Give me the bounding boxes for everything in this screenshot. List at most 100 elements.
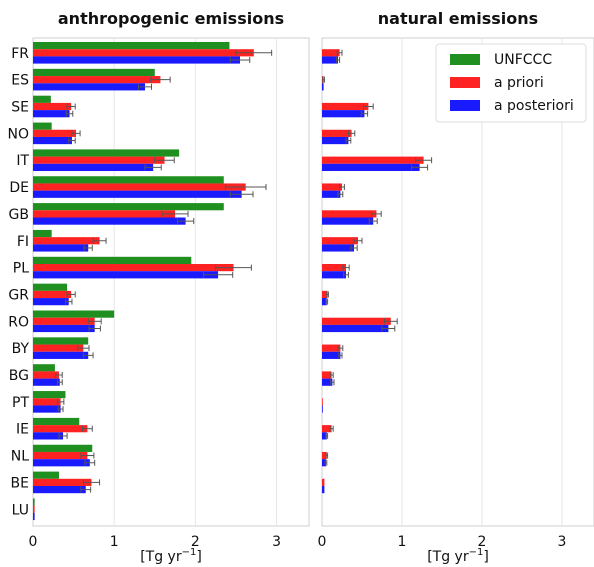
panel1-bar-GB-UNFCCC [33,203,224,211]
panel2-bar-BE-a-priori [322,478,325,486]
panel1-xtick-label-2: 2 [191,534,200,550]
panel2-title: natural emissions [378,9,538,28]
panel1-bar-RO-a-priori [33,317,95,325]
panel1-bar-IE-UNFCCC [33,417,80,426]
legend-swatch-a-posteriori [450,100,480,111]
panel1-bar-GR-UNFCCC [33,283,68,291]
legend-label-UNFCCC: UNFCCC [494,52,552,68]
panel1-bar-DE-UNFCCC [33,176,224,184]
panel2-bar-SE-a-priori [322,102,369,111]
panel1-xlabel: [Tg yr−1] [140,547,202,565]
panel2-bar-RO-a-posteriori [322,324,389,333]
panel2-xtick-label-0: 0 [318,534,327,550]
panel1-bar-BY-UNFCCC [33,337,89,345]
legend-label-a-priori: a priori [494,75,544,91]
panel1-bar-LU-a-posteriori [33,512,35,521]
panel2-bar-BY-a-posteriori [322,351,341,359]
panel1-bar-NO-UNFCCC [33,122,52,130]
panel2-bar-GB-a-priori [322,210,377,218]
panel2-bar-BG-a-posteriori [322,378,333,386]
panel1-bar-NL-a-posteriori [33,459,90,467]
panel1-bar-IE-a-posteriori [33,432,64,440]
panel1-title: anthropogenic emissions [58,9,284,28]
panel1-bar-FI-UNFCCC [33,229,52,238]
panel1-bar-PT-a-priori [33,398,61,406]
panel2-bar-NO-a-priori [322,129,352,137]
ytick-label-LU: LU [12,502,29,518]
panel2-xtick-label-1: 1 [398,534,407,550]
panel1-bar-DE-a-priori [33,183,246,191]
panel1-bar-GR-a-priori [33,290,72,299]
panel2-bar-FR-a-priori [322,49,340,57]
panel1-bar-PL-UNFCCC [33,256,192,264]
panel1-bar-GR-a-posteriori [33,298,69,306]
ytick-label-BY: BY [12,341,30,357]
ytick-label-BG: BG [9,368,29,384]
panel1-bar-IT-a-posteriori [33,163,154,171]
panel1-bar-IT-a-priori [33,156,165,164]
panel1-frame [32,37,310,527]
panel2-bar-DE-a-posteriori [322,190,341,198]
panel2-bar-ES-a-posteriori [322,83,324,91]
panel1-bar-LU-a-priori [33,505,35,513]
panel2-bar-FI-a-posteriori [322,244,354,252]
panel1-bar-SE-a-posteriori [33,110,70,118]
ytick-label-PL: PL [13,261,29,277]
panel2-xlabel: [Tg yr−1] [427,547,489,565]
panel1-bar-FR-a-posteriori [33,56,240,64]
panel2-bar-IT-a-posteriori [322,163,420,171]
panel1-bar-BG-a-priori [33,371,59,379]
panel1-bar-NL-a-priori [33,451,88,460]
panel2-bar-SE-a-posteriori [322,110,365,118]
panel2-bar-PT-a-posteriori [322,405,323,413]
panel2-bar-IE-a-priori [322,425,332,433]
panel1-bar-GB-a-priori [33,210,176,218]
panel2-bar-PT-a-priori [322,398,323,406]
panel1-bar-LU-UNFCCC [33,498,35,506]
panel1-bar-FR-UNFCCC [33,42,230,50]
ytick-label-NO: NO [8,126,30,142]
panel2-frame [321,37,594,527]
ytick-label-RO: RO [8,314,29,330]
panel2-bar-IT-a-priori [322,156,424,164]
panel1-bar-PT-UNFCCC [33,391,66,399]
panel1-bar-NO-a-posteriori [33,136,72,145]
panel1-xtick-label-3: 3 [272,534,281,550]
panel1-bar-FI-a-priori [33,237,100,245]
panel2-bar-FR-a-posteriori [322,56,338,64]
panel2-bar-BY-a-priori [322,344,341,352]
panel2-bar-NO-a-posteriori [322,136,349,145]
panel1-bar-NO-a-priori [33,129,77,137]
panel2-bar-BE-a-posteriori [322,486,325,494]
panel1-bar-BE-UNFCCC [33,471,59,479]
panel1-bar-FR-a-priori [33,49,254,57]
panel1-bar-PL-a-posteriori [33,271,219,279]
ytick-label-IE: IE [16,422,29,438]
ytick-label-ES: ES [11,73,29,89]
panel1-bar-PT-a-posteriori [33,405,61,413]
ytick-label-IT: IT [16,153,29,169]
panel2-bar-NL-a-posteriori [322,459,326,467]
ytick-label-SE: SE [11,100,29,116]
panel1-bar-FI-a-posteriori [33,244,89,252]
panel1-bar-PL-a-priori [33,264,234,272]
panel1-bar-SE-UNFCCC [33,95,51,103]
panel2-bar-PL-a-posteriori [322,271,346,279]
panel1-bar-ES-a-priori [33,76,161,84]
panel1-bar-BE-a-posteriori [33,486,86,494]
panel1-bar-GB-a-posteriori [33,217,186,225]
ytick-label-GB: GB [9,207,29,223]
panel1-bar-BG-a-posteriori [33,378,60,386]
panel1-bar-ES-UNFCCC [33,68,155,77]
panel1-bar-IE-a-priori [33,425,88,433]
ytick-label-PT: PT [12,395,29,411]
panel2-bar-GB-a-posteriori [322,217,374,225]
panel1-bar-NL-UNFCCC [33,444,93,452]
panel1-bar-BG-UNFCCC [33,364,55,372]
ytick-label-BE: BE [11,475,29,491]
ytick-label-GR: GR [8,287,29,303]
panel2-bar-GR-a-posteriori [322,298,327,306]
panel1-bar-BY-a-posteriori [33,351,89,359]
panel1-bar-RO-a-posteriori [33,324,95,333]
